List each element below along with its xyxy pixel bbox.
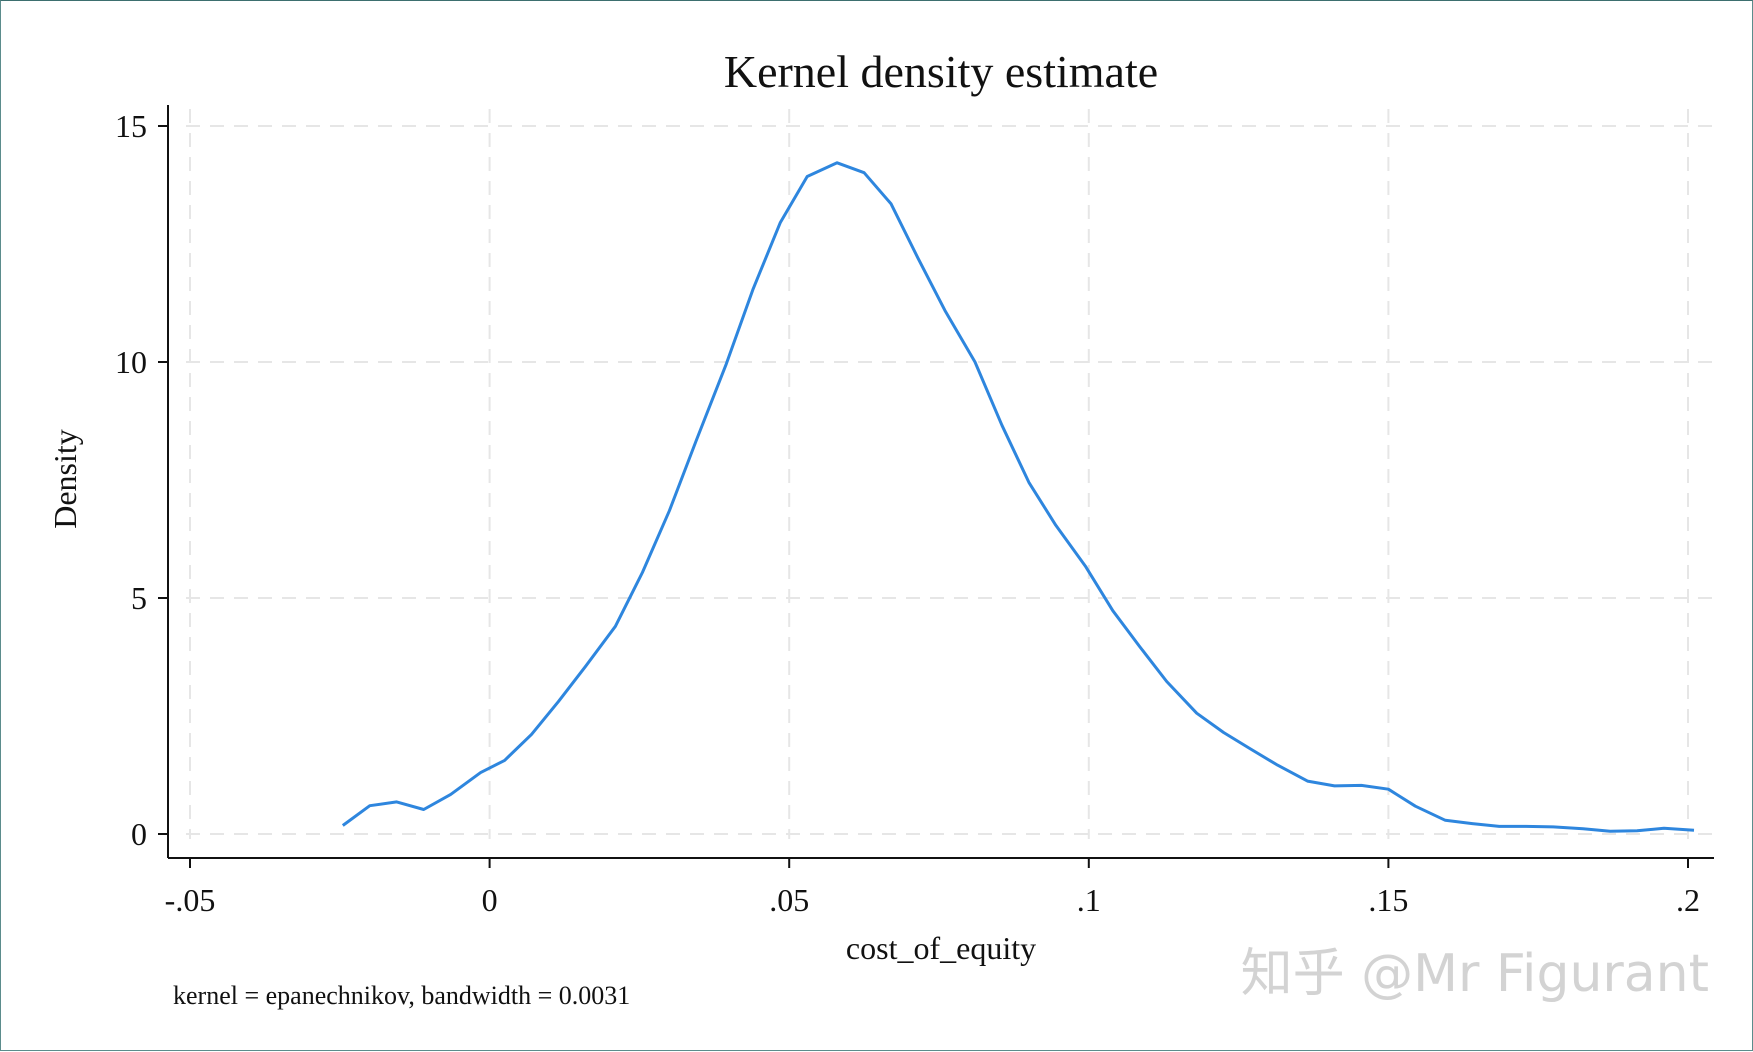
x-tick-label: -.05	[165, 882, 216, 918]
y-tick-label: 15	[115, 108, 147, 144]
y-tick-label: 10	[115, 344, 147, 380]
x-axis-label: cost_of_equity	[846, 930, 1036, 966]
chart-title: Kernel density estimate	[724, 46, 1158, 97]
y-axis-ticks: 0 5 10 15	[115, 108, 168, 852]
x-tick-label: .15	[1368, 882, 1408, 918]
x-tick-label: .05	[769, 882, 809, 918]
y-tick-label: 5	[131, 580, 147, 616]
density-curve	[341, 161, 1695, 833]
kernel-note: kernel = epanechnikov, bandwidth = 0.003…	[173, 981, 630, 1010]
x-tick-label: .2	[1676, 882, 1700, 918]
x-tick-label: .1	[1077, 882, 1101, 918]
x-axis-ticks: -.05 0 .05 .1 .15 .2	[165, 858, 1700, 918]
watermark: 知乎 @Mr Figurant	[1241, 944, 1709, 1004]
y-axis-label: Density	[47, 429, 83, 529]
x-tick-label: 0	[482, 882, 498, 918]
y-tick-label: 0	[131, 816, 147, 852]
grid-lines	[186, 109, 1714, 839]
